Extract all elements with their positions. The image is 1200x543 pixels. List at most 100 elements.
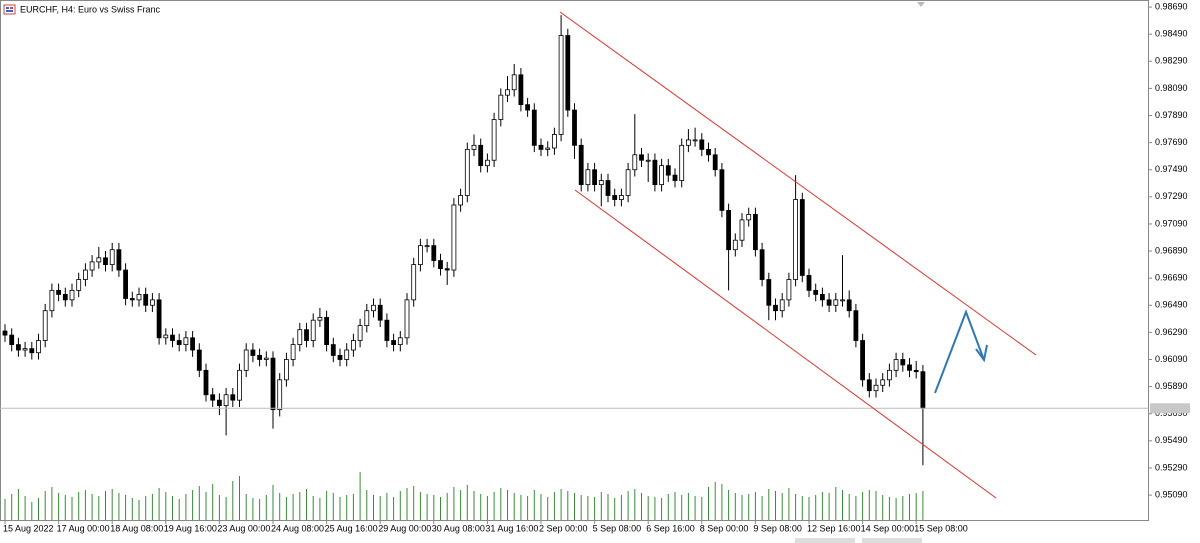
candle-body <box>216 399 222 406</box>
candle-body <box>458 195 464 206</box>
candle-body <box>619 195 624 200</box>
candle-body <box>887 369 892 381</box>
candle-body <box>799 199 805 276</box>
candle-body <box>766 279 772 306</box>
y-tick-label: 0.98490 <box>1155 29 1188 39</box>
y-tick-label: 0.97890 <box>1155 110 1188 120</box>
candle-body <box>123 269 128 299</box>
candle-body <box>686 139 691 146</box>
candle-body <box>873 384 879 392</box>
y-tick-label: 0.97690 <box>1155 137 1188 147</box>
candle-body <box>538 144 544 150</box>
candle-body <box>371 304 376 312</box>
candle-body <box>109 249 115 266</box>
x-tick-label: 6 Sep 16:00 <box>646 523 695 533</box>
candle-body <box>585 169 591 186</box>
candle-body <box>484 159 490 167</box>
candle-body <box>364 310 370 327</box>
chart-icon-part <box>6 7 9 9</box>
candle-body <box>62 294 68 301</box>
candle-body <box>69 289 75 301</box>
candle-body <box>203 369 209 396</box>
candle-body <box>230 394 236 401</box>
x-tick-label: 14 Sep 00:00 <box>861 523 915 533</box>
candle-body <box>860 340 865 381</box>
candle-body <box>2 330 8 336</box>
candle-body <box>518 74 524 106</box>
x-tick-label: 15 Sep 08:00 <box>914 523 968 533</box>
candle-body <box>840 299 845 302</box>
x-tick-label: 15 Aug 2022 <box>3 523 54 533</box>
candle-body <box>29 348 35 354</box>
plot-area <box>0 0 1149 521</box>
candle-body <box>699 139 705 150</box>
candle-body <box>464 148 470 196</box>
y-tick-label: 0.98290 <box>1155 56 1188 66</box>
candle-body <box>672 174 678 181</box>
y-tick-label: 0.96090 <box>1155 354 1188 364</box>
candle-body <box>350 340 356 351</box>
candle-body <box>250 349 256 356</box>
candle-body <box>317 317 323 321</box>
x-tick-label: 17 Aug 00:00 <box>57 523 110 533</box>
scroll-tab <box>862 538 922 543</box>
x-tick-label: 8 Sep 00:00 <box>700 523 749 533</box>
candle-body <box>417 245 423 266</box>
forecast-arrow <box>934 309 985 394</box>
chart-icon <box>3 4 16 15</box>
candle-body <box>907 364 912 371</box>
y-tick-label: 0.96490 <box>1155 300 1188 310</box>
candle-body <box>625 169 631 196</box>
candle-body <box>83 269 88 280</box>
candle-body <box>283 359 289 381</box>
candle-body <box>826 299 832 306</box>
candle-body <box>237 369 242 401</box>
candle-body <box>337 355 343 360</box>
y-tick-label: 0.96290 <box>1155 327 1188 337</box>
channel-upper <box>559 11 1037 356</box>
candle-body <box>880 379 886 386</box>
candle-body <box>920 371 926 409</box>
candle-body <box>572 109 577 146</box>
candle-body <box>478 144 484 167</box>
candle-body <box>136 294 142 301</box>
candle-body <box>813 289 819 295</box>
y-tick-label: 0.97090 <box>1155 218 1188 228</box>
candle-body <box>612 195 618 200</box>
candle-body <box>511 74 517 91</box>
price-label-box <box>1150 403 1190 414</box>
candle-body <box>297 329 303 345</box>
candle-body <box>773 304 778 312</box>
chart-icon-part <box>10 7 13 9</box>
candle-body <box>578 144 584 186</box>
candle-body <box>56 289 61 295</box>
x-tick-label: 24 Aug 08:00 <box>271 523 324 533</box>
candle-body <box>149 299 155 306</box>
candle-body <box>397 337 403 345</box>
candle-body <box>324 317 330 345</box>
candle-body <box>552 134 557 149</box>
y-tick-label: 0.95890 <box>1155 381 1188 391</box>
candle-body <box>806 275 812 291</box>
x-tick-label: 2 Sep 00:00 <box>539 523 588 533</box>
candle-body <box>163 334 169 339</box>
candle-body <box>759 249 765 280</box>
x-tick-label: 5 Sep 08:00 <box>593 523 642 533</box>
candle-body <box>505 89 510 96</box>
candle-body <box>431 245 437 261</box>
candle-body <box>22 348 28 351</box>
candle-body <box>846 299 852 312</box>
candle-body <box>659 165 664 186</box>
candle-body <box>746 214 752 221</box>
candle-body <box>270 357 276 411</box>
candle-body <box>639 154 644 161</box>
candle-body <box>692 139 698 142</box>
candle-body <box>820 294 825 301</box>
y-tick-label: 0.96690 <box>1155 273 1188 283</box>
y-tick-label: 0.98090 <box>1155 83 1188 93</box>
y-tick-label: 0.95090 <box>1155 489 1188 499</box>
x-tick-label: 25 Aug 16:00 <box>325 523 378 533</box>
candle-body <box>290 344 296 360</box>
